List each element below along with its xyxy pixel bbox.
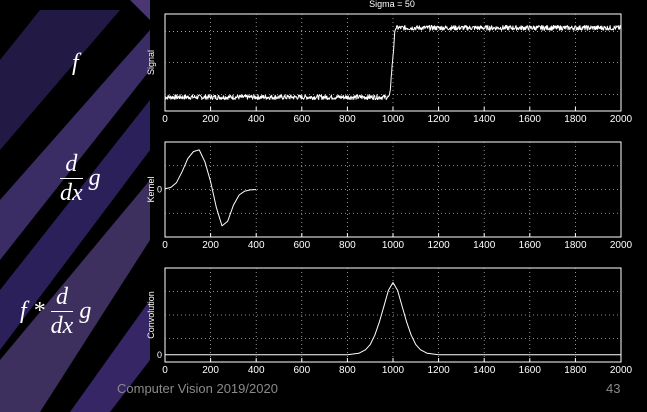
chart-convolution: 0 200 400 600 800 1000 1200 1400 1600 1800 2000 0 Co… — [146, 267, 633, 376]
equation-lhs: f * — [20, 298, 45, 324]
x-tick-label: 1400 — [473, 365, 496, 376]
x-tick-label: 0 — [162, 114, 168, 125]
x-tick-label: 400 — [248, 114, 265, 125]
chart-kernel: 0 200 400 600 800 1000 1200 1400 1600 1800 20000Ke… — [146, 141, 633, 251]
equation-rhs: g — [79, 298, 92, 324]
charts: 0 200 400 600 800 1000 1200 1400 1600 1800 2000Sig… — [146, 13, 633, 376]
fraction-denominator: dx — [50, 313, 74, 339]
equation-kernel: d dx g — [60, 150, 101, 207]
x-tick-label: 800 — [339, 114, 356, 125]
x-tick-label: 400 — [248, 365, 265, 376]
x-tick-label: 200 — [202, 365, 219, 376]
x-tick-label: 800 — [339, 240, 356, 251]
y-axis-label: Kernel — [146, 176, 156, 202]
plot-title: Sigma = 50 — [369, 0, 415, 9]
x-tick-label: 600 — [293, 365, 310, 376]
stripe-5 — [70, 300, 150, 412]
x-tick-label: 600 — [293, 240, 310, 251]
fraction-d-dx: d dx — [50, 283, 74, 340]
plot-panel — [150, 0, 647, 380]
x-tick-label: 2000 — [610, 114, 633, 125]
y-axis-label: Signal — [146, 50, 156, 75]
x-tick-label: 1800 — [564, 240, 587, 251]
x-tick-label: 200 — [202, 240, 219, 251]
stripe-6 — [110, 0, 150, 20]
footer-page-number: 43 — [606, 381, 621, 396]
footer-course-title: Computer Vision 2019/2020 — [117, 381, 278, 396]
stripe-2 — [0, 30, 150, 260]
x-tick-label: 1000 — [382, 365, 405, 376]
fraction-d-dx: d dx — [60, 150, 83, 207]
equation-f: f — [72, 50, 79, 76]
equation-convolution: f * d dx g — [20, 283, 91, 340]
stripe-3 — [0, 100, 150, 350]
background-decoration — [0, 0, 150, 412]
x-tick-label: 1800 — [564, 365, 587, 376]
fraction-numerator: d — [60, 150, 83, 179]
x-tick-label: 1400 — [473, 114, 496, 125]
x-tick-label: 0 — [162, 240, 168, 251]
series-line — [165, 282, 621, 356]
fraction-numerator: d — [50, 283, 74, 312]
x-tick-label: 200 — [202, 114, 219, 125]
x-tick-label: 1600 — [519, 365, 542, 376]
x-tick-label: 1600 — [519, 114, 542, 125]
series-line — [164, 25, 622, 101]
x-tick-label: 1000 — [382, 114, 405, 125]
x-tick-label: 2000 — [610, 240, 633, 251]
x-tick-label: 800 — [339, 365, 356, 376]
equation-rhs: g — [88, 165, 101, 191]
x-tick-label: 1200 — [427, 240, 450, 251]
x-tick-label: 600 — [293, 114, 310, 125]
y-tick-label: 0 — [157, 185, 162, 195]
x-tick-label: 1800 — [564, 114, 587, 125]
fraction-denominator: dx — [60, 180, 83, 206]
chart-signal: 0 200 400 600 800 1000 1200 1400 1600 1800 2000 Sig… — [146, 13, 633, 125]
x-tick-label: 0 — [162, 365, 168, 376]
y-axis-label: Convolution — [146, 291, 156, 339]
x-tick-label: 2000 — [610, 365, 633, 376]
x-tick-label: 400 — [248, 240, 265, 251]
x-tick-label: 1400 — [473, 240, 496, 251]
series-line — [164, 149, 257, 227]
x-tick-label: 1000 — [382, 240, 405, 251]
stripe-1 — [0, 10, 120, 150]
x-tick-label: 1600 — [519, 240, 542, 251]
x-tick-label: 1200 — [427, 365, 450, 376]
stripe-4 — [0, 180, 150, 412]
x-tick-label: 1200 — [427, 114, 450, 125]
y-tick-label: 0 — [157, 350, 162, 360]
